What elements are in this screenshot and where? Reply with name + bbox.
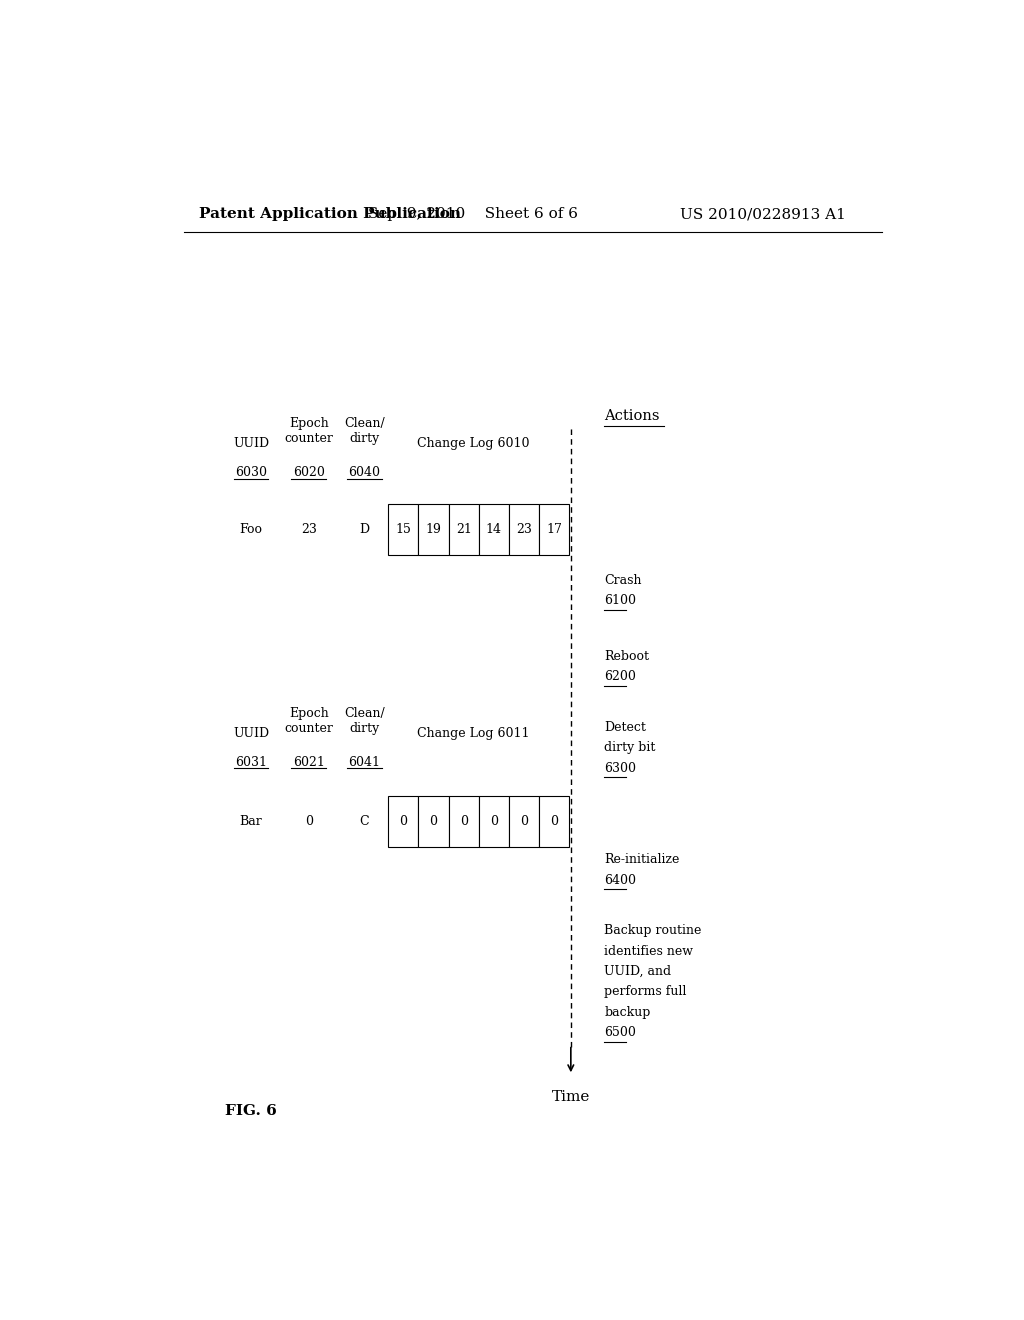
Bar [479, 796, 509, 846]
Text: Actions: Actions [604, 409, 659, 422]
Text: Bar: Bar [240, 814, 262, 828]
Text: 6400: 6400 [604, 874, 636, 887]
Bar [419, 504, 449, 554]
Text: 0: 0 [550, 814, 558, 828]
Text: Backup routine: Backup routine [604, 924, 701, 937]
Text: identifies new: identifies new [604, 945, 693, 958]
Text: Change Log 6010: Change Log 6010 [417, 437, 529, 450]
Text: FIG. 6: FIG. 6 [225, 1104, 276, 1118]
Text: 6041: 6041 [348, 756, 381, 770]
Text: Time: Time [552, 1090, 590, 1105]
Text: C: C [359, 814, 370, 828]
Text: 6031: 6031 [234, 756, 267, 770]
Text: Clean/
dirty: Clean/ dirty [344, 417, 385, 445]
Text: 6100: 6100 [604, 594, 636, 607]
Bar [539, 504, 569, 554]
Text: 6030: 6030 [234, 466, 267, 479]
Bar [388, 504, 419, 554]
Text: 6021: 6021 [293, 756, 325, 770]
Bar [539, 796, 569, 846]
Bar [419, 796, 449, 846]
Text: Clean/
dirty: Clean/ dirty [344, 706, 385, 735]
Text: 6200: 6200 [604, 671, 636, 684]
Text: Detect: Detect [604, 721, 646, 734]
Text: Foo: Foo [240, 523, 262, 536]
Text: UUID: UUID [232, 437, 269, 450]
Text: 15: 15 [395, 523, 412, 536]
Text: 0: 0 [399, 814, 408, 828]
Text: 6040: 6040 [348, 466, 381, 479]
Bar [449, 504, 479, 554]
Text: 0: 0 [489, 814, 498, 828]
Text: Epoch
counter: Epoch counter [285, 417, 334, 445]
Text: 0: 0 [305, 814, 313, 828]
Text: US 2010/0228913 A1: US 2010/0228913 A1 [680, 207, 846, 222]
Text: Crash: Crash [604, 574, 642, 586]
Text: 23: 23 [301, 523, 316, 536]
Text: D: D [359, 523, 370, 536]
Text: 14: 14 [485, 523, 502, 536]
Text: Change Log 6011: Change Log 6011 [417, 727, 529, 739]
Text: UUID: UUID [232, 727, 269, 739]
Text: Patent Application Publication: Patent Application Publication [200, 207, 462, 222]
Text: Epoch
counter: Epoch counter [285, 706, 334, 735]
Bar [509, 796, 539, 846]
Text: 0: 0 [520, 814, 528, 828]
Text: 6020: 6020 [293, 466, 325, 479]
Text: backup: backup [604, 1006, 650, 1019]
Text: dirty bit: dirty bit [604, 742, 655, 755]
Text: 21: 21 [456, 523, 472, 536]
Text: 0: 0 [460, 814, 468, 828]
Text: 6500: 6500 [604, 1026, 636, 1039]
Text: 17: 17 [546, 523, 562, 536]
Text: Sep. 9, 2010    Sheet 6 of 6: Sep. 9, 2010 Sheet 6 of 6 [369, 207, 579, 222]
Bar [449, 796, 479, 846]
Bar [509, 504, 539, 554]
Text: 0: 0 [429, 814, 437, 828]
Bar [479, 504, 509, 554]
Text: 23: 23 [516, 523, 531, 536]
Text: performs full: performs full [604, 985, 686, 998]
Text: UUID, and: UUID, and [604, 965, 672, 978]
Text: 6300: 6300 [604, 762, 636, 775]
Text: Re-initialize: Re-initialize [604, 853, 680, 866]
Text: 19: 19 [426, 523, 441, 536]
Bar [388, 796, 419, 846]
Text: Reboot: Reboot [604, 649, 649, 663]
